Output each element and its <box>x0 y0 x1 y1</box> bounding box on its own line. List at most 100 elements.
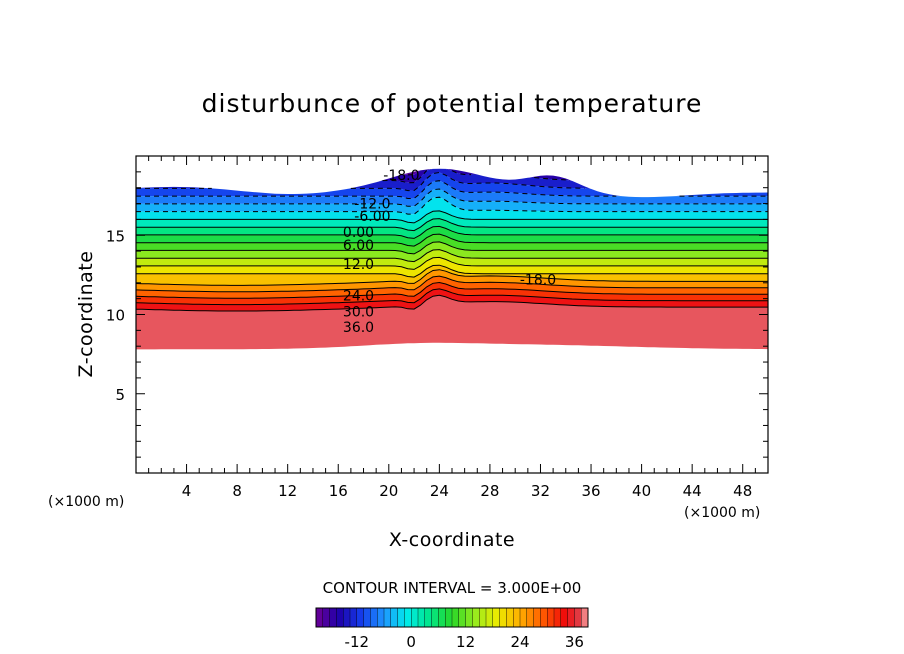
colorbar-segment <box>431 607 439 628</box>
contour-band <box>136 210 768 231</box>
contour-band <box>136 180 768 207</box>
axis-ticks <box>136 156 768 473</box>
contour-band <box>136 241 768 262</box>
colorbar-segment <box>581 607 589 628</box>
colorbar-segment <box>519 607 528 628</box>
colorbar-segment <box>540 607 548 628</box>
colorbar-segment <box>513 607 521 628</box>
colorbar-segment <box>404 607 412 628</box>
filled-contours <box>136 168 768 350</box>
colorbar-segment <box>397 607 405 628</box>
colorbar-tick-label: 12 <box>456 633 475 651</box>
contour-line <box>136 225 768 239</box>
x-tick-label: 16 <box>329 482 348 500</box>
contour-line <box>382 170 566 184</box>
colorbar-tick-label: -12 <box>345 633 370 651</box>
colorbar-segment <box>547 607 555 628</box>
contour-band <box>136 234 768 254</box>
contour-band <box>136 168 768 198</box>
contour-line <box>136 288 768 306</box>
colorbar-segment <box>485 607 494 628</box>
colorbar-segment <box>574 607 582 628</box>
contour-band <box>136 226 768 247</box>
colorbar-segment <box>465 607 473 628</box>
colorbar-segment <box>411 607 419 628</box>
contour-band <box>136 288 768 311</box>
contour-label: 6.00 <box>343 238 374 254</box>
x-unit-right: (×1000 m) <box>684 505 760 521</box>
x-axis-label: X-coordinate <box>389 529 515 551</box>
x-tick-label: 8 <box>232 482 242 500</box>
contour-line <box>136 281 768 299</box>
x-tick-label: 4 <box>182 482 192 500</box>
colorbar-segment <box>553 607 562 628</box>
x-tick-label: 36 <box>581 482 600 500</box>
contour-band <box>136 282 768 305</box>
colorbar-segment <box>315 607 324 628</box>
colorbar-segment <box>417 607 426 628</box>
colorbar-segment <box>356 607 364 628</box>
contour-band <box>136 295 768 350</box>
colorbar-segment <box>343 607 351 628</box>
contour-label: 0.00 <box>343 225 374 241</box>
colorbar-segment <box>499 607 507 628</box>
x-tick-label: 24 <box>430 482 449 500</box>
contour-label: -18.0 <box>520 273 556 289</box>
contour-line <box>136 210 768 224</box>
contour-line <box>136 241 768 255</box>
colorbar-segment <box>424 607 432 628</box>
colorbar-segment <box>390 607 398 628</box>
x-unit-left: (×1000 m) <box>48 494 124 510</box>
contour-line <box>136 188 768 207</box>
contour-line <box>136 294 768 312</box>
colorbar-segment <box>472 607 480 628</box>
colorbar-segment <box>567 607 575 628</box>
contour-line <box>136 249 768 263</box>
colorbar-segment <box>329 607 337 628</box>
contour-line <box>136 275 768 293</box>
colorbar-segment <box>377 607 385 628</box>
contour-band <box>136 172 768 199</box>
y-axis-label: Z-coordinate <box>75 251 97 378</box>
colorbar-segment <box>492 607 500 628</box>
contour-band <box>136 197 768 223</box>
colorbar-segment <box>322 607 330 628</box>
colorbar-segment <box>526 607 534 628</box>
x-tick-label: 40 <box>632 482 651 500</box>
x-tick-label: 28 <box>480 482 499 500</box>
contour-band <box>136 218 768 239</box>
contour-line <box>136 256 768 270</box>
contour-line <box>136 218 768 232</box>
colorbar-segment <box>506 607 514 628</box>
contour-line <box>136 196 768 215</box>
contour-line <box>136 269 768 286</box>
contour-line <box>136 171 585 192</box>
colorbar-frame <box>315 607 589 628</box>
contour-band <box>136 276 768 299</box>
y-tick-labels: 5 10 15 <box>106 227 125 404</box>
contour-line <box>136 264 768 278</box>
contour-band <box>136 189 768 215</box>
colorbar-segment <box>336 607 344 628</box>
colorbar-segment <box>445 607 453 628</box>
colorbar-tick-label: 36 <box>565 633 584 651</box>
x-tick-label: 12 <box>278 482 297 500</box>
colorbar-segment <box>370 607 378 628</box>
y-tick-label: 15 <box>106 227 125 245</box>
colorbar-segment <box>479 607 487 628</box>
contour-label: -6.00 <box>354 209 390 225</box>
contour-band <box>136 265 768 286</box>
contour-label: 36.0 <box>343 320 374 336</box>
contour-band <box>136 257 768 278</box>
colorbar-segment <box>349 607 358 628</box>
contour-label: 30.0 <box>343 304 374 320</box>
x-tick-label: 48 <box>733 482 752 500</box>
x-tick-label: 32 <box>531 482 550 500</box>
contour-label: -12.0 <box>354 197 390 213</box>
colorbar-tick-labels: -12 0 12 24 36 <box>345 633 584 651</box>
colorbar <box>315 607 589 628</box>
chart-title: disturbunce of potential temperature <box>202 89 703 118</box>
x-tick-labels: 4 8 12 16 20 24 28 32 36 40 44 48 <box>182 482 752 500</box>
y-tick-label: 5 <box>115 386 125 404</box>
